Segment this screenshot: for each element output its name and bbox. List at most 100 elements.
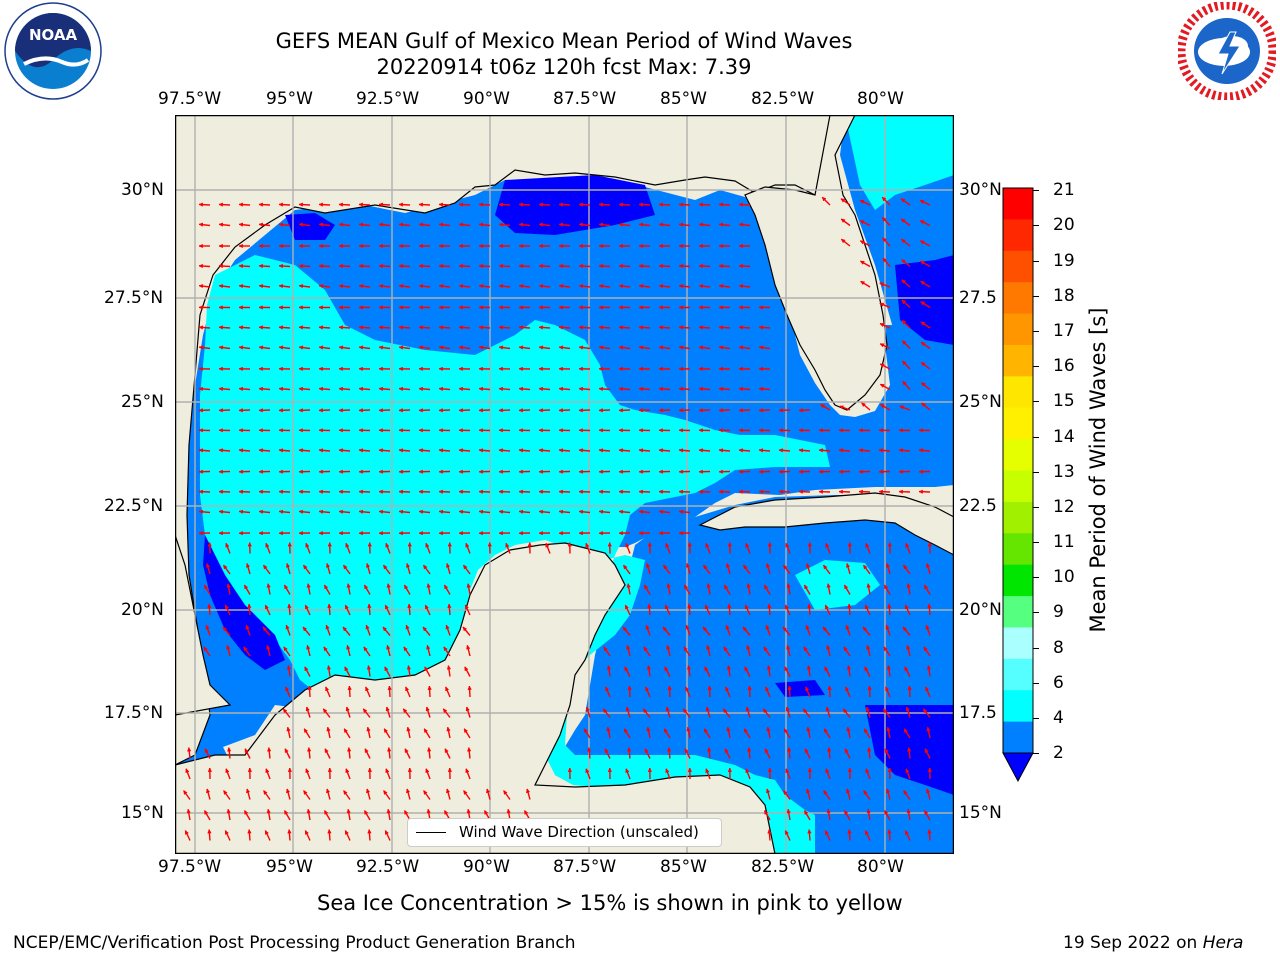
wave-direction-arrowhead (327, 767, 333, 772)
wave-direction-arrowhead (865, 604, 869, 610)
wave-direction-arrowhead (227, 747, 232, 752)
wave-direction-arrowhead (218, 263, 223, 269)
wave-direction-arrowhead (687, 767, 693, 772)
wave-direction-arrowhead (405, 624, 410, 630)
wave-direction-arrowhead (185, 768, 190, 774)
wave-direction-arrowhead (284, 748, 289, 754)
colorbar-segment (1003, 721, 1033, 754)
wave-direction-arrowhead (625, 542, 630, 548)
wave-direction-arrowhead (538, 222, 544, 227)
wave-direction-arrowhead (518, 305, 523, 310)
colorbar-tick-mark (1033, 718, 1039, 719)
wave-direction-arrowhead (764, 584, 769, 590)
wave-direction-arrowhead (684, 584, 689, 590)
wave-direction-arrowhead (418, 469, 423, 474)
cuba (698, 492, 954, 556)
wave-direction-arrowhead (907, 747, 912, 752)
wave-direction-arrowhead (478, 243, 483, 249)
wave-direction-arrowhead (307, 747, 312, 752)
wave-direction-arrowhead (647, 603, 652, 609)
colorbar-tick-mark (1033, 366, 1039, 367)
wave-direction-arrowhead (866, 808, 871, 814)
wave-direction-arrowhead (598, 428, 603, 433)
wave-direction-arrowhead (478, 489, 483, 494)
wave-direction-arrowhead (718, 243, 723, 249)
wave-direction-arrowhead (918, 489, 923, 494)
wave-direction-arrowhead (907, 685, 912, 690)
wave-direction-arrowhead (658, 305, 663, 310)
wave-direction-arrowhead (646, 726, 651, 732)
colorbar-tick-label: 14 (1053, 427, 1075, 447)
wave-direction-arrowhead (905, 829, 909, 835)
wave-direction-arrowhead (418, 325, 423, 330)
wave-direction-arrowhead (287, 828, 292, 834)
wave-direction-arrowhead (538, 366, 543, 372)
wave-direction-arrowhead (284, 584, 289, 590)
wave-direction-arrowhead (901, 340, 907, 345)
gulf-map (175, 115, 954, 854)
wave-direction-arrowhead (844, 584, 849, 590)
wave-direction-arrowhead (807, 828, 812, 834)
wave-direction-arrowhead (338, 243, 343, 249)
wave-direction-arrowhead (925, 788, 931, 794)
wave-direction-arrowhead (458, 243, 463, 249)
wave-direction-arrowhead (383, 728, 389, 734)
wave-direction-arrowhead (603, 646, 608, 652)
wave-direction-arrowhead (718, 408, 723, 413)
wave-direction-arrowhead (398, 263, 403, 269)
wave-direction-arrowhead (558, 408, 563, 413)
wave-direction-arrowhead (218, 530, 223, 536)
wave-direction-arrowhead (238, 428, 243, 433)
wave-direction-arrowhead (786, 808, 791, 814)
wave-direction-arrowhead (847, 541, 852, 547)
wave-direction-arrowhead (538, 448, 544, 453)
wave-direction-arrowhead (738, 263, 743, 269)
wave-direction-arrowhead (418, 530, 423, 536)
wave-direction-arrowhead (438, 305, 443, 310)
wave-direction-arrowhead (498, 345, 504, 350)
wave-direction-arrowhead (926, 665, 932, 670)
wave-direction-arrowhead (266, 808, 271, 814)
wave-direction-arrowhead (743, 564, 748, 570)
wave-direction-arrowhead (207, 767, 213, 772)
wave-direction-arrowhead (738, 489, 743, 494)
wave-direction-arrowhead (538, 284, 544, 289)
wave-direction-arrowhead (738, 325, 743, 330)
wave-direction-arrowhead (804, 810, 809, 815)
wave-direction-arrowhead (638, 366, 643, 372)
wave-direction-arrowhead (324, 584, 329, 590)
wave-direction-arrowhead (825, 706, 830, 712)
wave-direction-arrowhead (198, 345, 204, 350)
wave-direction-arrowhead (843, 646, 848, 652)
wave-direction-arrowhead (865, 706, 870, 712)
wave-direction-arrowhead (283, 646, 288, 652)
wave-direction-arrowhead (906, 808, 911, 814)
wave-direction-arrowhead (858, 428, 863, 433)
wave-direction-arrowhead (298, 222, 304, 227)
wave-direction-arrowhead (518, 408, 523, 413)
wave-direction-arrowhead (878, 428, 883, 433)
wave-direction-arrowhead (578, 263, 583, 269)
wave-direction-arrowhead (538, 386, 544, 392)
wave-direction-arrowhead (245, 624, 250, 630)
wave-direction-arrowhead (407, 767, 413, 772)
wave-direction-arrowhead (298, 428, 303, 433)
wave-direction-arrowhead (743, 728, 749, 734)
wave-direction-arrowhead (223, 564, 228, 570)
wave-direction-arrowhead (706, 644, 711, 650)
wave-direction-arrowhead (598, 469, 603, 474)
wave-direction-arrowhead (424, 666, 429, 672)
wave-direction-arrowhead (278, 284, 284, 289)
wave-direction-arrowhead (498, 263, 503, 269)
wave-direction-arrowhead (698, 345, 704, 350)
wave-direction-arrowhead (806, 726, 811, 732)
wave-direction-arrowhead (879, 282, 885, 287)
wave-direction-arrowhead (518, 284, 524, 289)
colorbar-tick-mark (1033, 648, 1039, 649)
wave-direction-arrowhead (925, 562, 931, 568)
colorbar-tick-mark (1033, 683, 1039, 684)
wave-direction-arrowhead (903, 790, 908, 795)
wave-direction-arrowhead (478, 386, 484, 392)
wave-direction-arrowhead (378, 469, 383, 474)
wave-direction-arrowhead (820, 404, 825, 409)
